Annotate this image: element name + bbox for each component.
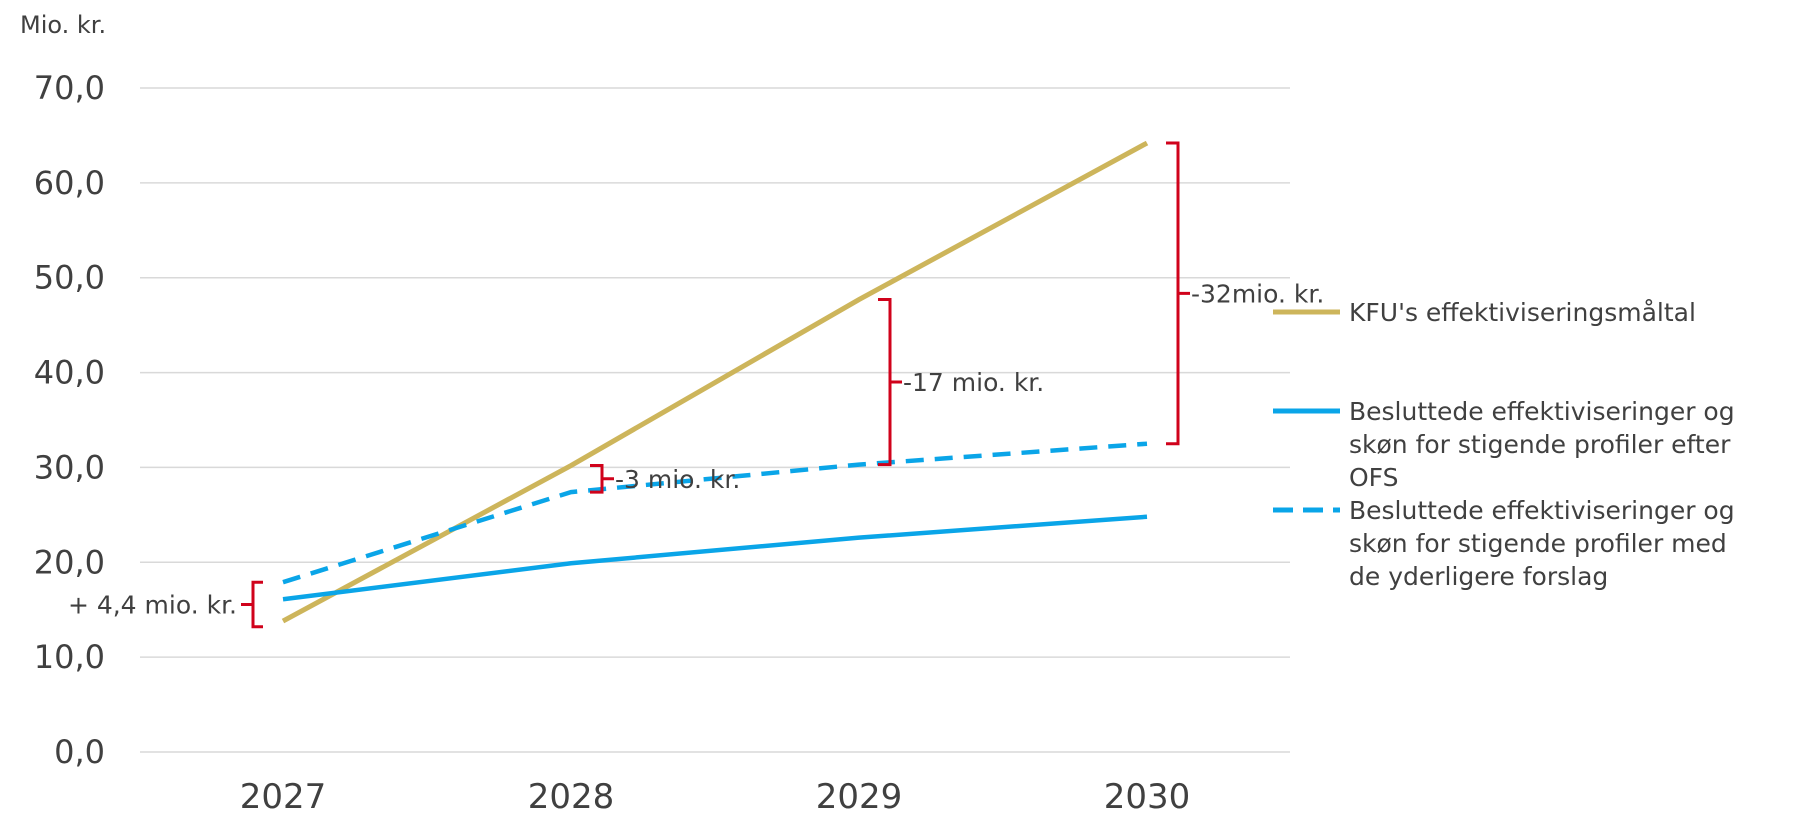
legend-label: skøn for stigende profiler med [1349,529,1727,558]
series-line-2 [282,514,1148,602]
annotation-label: -17 mio. kr. [903,368,1044,397]
y-tick-label: 30,0 [34,448,105,486]
annotation-bracket [590,464,614,494]
x-tick-label: 2030 [1104,777,1191,814]
series-line-1 [281,140,1149,624]
unit-label: Mio. kr. [20,11,106,39]
annotation-bracket [1166,141,1190,446]
legend-label: skøn for stigende profiler efter [1349,430,1731,459]
legend-label: KFU's effektiviseringsmåltal [1349,298,1696,327]
legend: KFU's effektiviseringsmåltal Besluttede e… [1273,298,1735,591]
x-tick-label: 2029 [816,777,903,814]
annotation-bracket [878,298,902,467]
legend-label: de yderligere forslag [1349,562,1608,591]
annotation-label: -32mio. kr. [1191,279,1324,308]
annotation-bracket [241,580,263,629]
y-tick-label: 70,0 [34,69,105,107]
annotation-label: -3 mio. kr. [615,465,740,494]
y-axis-ticks: 0,0 10,0 20,0 30,0 40,0 50,0 60,0 70,0 [34,69,105,771]
y-tick-label: 40,0 [34,354,105,392]
x-tick-label: 2027 [240,777,327,814]
legend-label: OFS [1349,463,1399,492]
y-tick-label: 10,0 [34,638,105,676]
y-tick-label: 0,0 [54,733,105,771]
gridlines [140,87,1290,753]
y-tick-label: 50,0 [34,259,105,297]
annotation-label: + 4,4 mio. kr. [68,590,237,619]
x-axis-ticks: 2027 2028 2029 2030 [240,777,1191,814]
difference-annotations: + 4,4 mio. kr. -3 mio. kr. -17 mio. kr. -32… [68,141,1324,629]
series-lines [281,140,1149,624]
y-tick-label: 60,0 [34,164,105,202]
legend-label: Besluttede effektiviseringer og [1349,397,1735,426]
x-tick-label: 2028 [528,777,615,814]
series-line-3 [282,441,1148,585]
y-tick-label: 20,0 [34,543,105,581]
legend-label: Besluttede effektiviseringer og [1349,496,1735,525]
